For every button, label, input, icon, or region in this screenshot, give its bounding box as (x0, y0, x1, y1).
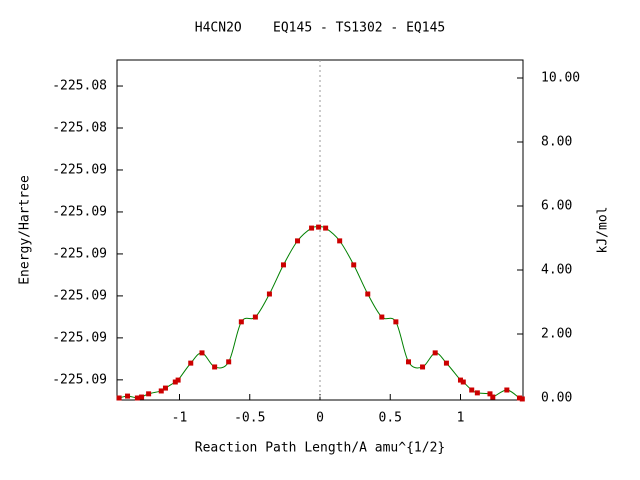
y2-tick-label: 4.00 (541, 263, 572, 278)
point-marker (406, 359, 412, 365)
point-marker (280, 262, 286, 268)
point-marker (420, 364, 426, 370)
x-tick-label: 0.5 (379, 411, 402, 426)
series-line (118, 226, 523, 400)
point-marker (504, 387, 510, 393)
point-marker (252, 314, 258, 320)
point-marker (474, 390, 480, 396)
x-tick-label: 0 (316, 411, 324, 426)
point-marker (172, 379, 178, 385)
x-tick-label: -0.5 (234, 411, 265, 426)
y-tick-label: -225.08 (52, 121, 107, 136)
point-marker (175, 377, 181, 383)
y-tick-label: -225.09 (52, 288, 107, 303)
point-marker (134, 395, 140, 401)
chart-title: H4CN2O EQ145 - TS1302 - EQ145 (195, 21, 445, 36)
point-marker (457, 377, 463, 383)
point-marker (295, 238, 301, 244)
point-marker (337, 238, 343, 244)
point-marker (146, 391, 152, 397)
point-marker (323, 225, 329, 231)
point-marker (469, 387, 475, 393)
point-marker (460, 379, 466, 385)
point-marker (365, 291, 371, 297)
point-marker (316, 224, 322, 230)
point-marker (393, 319, 399, 325)
point-marker (212, 364, 218, 370)
y-tick-label: -225.08 (52, 79, 107, 94)
y-tick-label: -225.09 (52, 330, 107, 345)
x-tick-label: 1 (457, 411, 465, 426)
point-marker (379, 314, 385, 320)
y2-axis-label: kJ/mol (596, 207, 611, 254)
point-marker (226, 359, 232, 365)
point-marker (238, 319, 244, 325)
point-marker (487, 391, 493, 397)
y-tick-label: -225.09 (52, 204, 107, 219)
point-marker (266, 291, 272, 297)
point-marker (309, 225, 315, 231)
point-marker (139, 394, 145, 400)
point-marker (188, 360, 194, 366)
y-tick-label: -225.09 (52, 372, 107, 387)
y2-tick-label: 0.00 (541, 391, 572, 406)
x-tick-label: -1 (172, 411, 188, 426)
point-marker (516, 395, 522, 401)
point-marker (125, 393, 131, 399)
point-marker (162, 385, 168, 391)
y2-tick-label: 8.00 (541, 135, 572, 150)
point-marker (351, 262, 357, 268)
y-tick-label: -225.09 (52, 246, 107, 261)
point-marker (490, 394, 496, 400)
y-tick-label: -225.09 (52, 162, 107, 177)
y-axis-label: Energy/Hartree (18, 175, 33, 285)
point-marker (116, 395, 122, 401)
point-marker (519, 396, 525, 402)
point-marker (158, 388, 164, 394)
point-marker (199, 350, 205, 356)
point-marker (432, 350, 438, 356)
y2-tick-label: 6.00 (541, 199, 572, 214)
y2-tick-label: 10.00 (541, 71, 580, 86)
point-marker (443, 360, 449, 366)
y2-tick-label: 2.00 (541, 327, 572, 342)
x-axis-label: Reaction Path Length/A amu^{1/2} (195, 441, 445, 456)
